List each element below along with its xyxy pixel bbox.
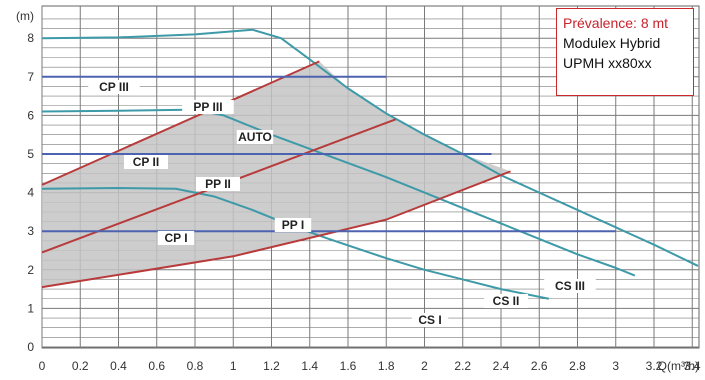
curve-label-cp-iii: CP III [99, 80, 129, 94]
curve-label-bg-cs-i [411, 313, 449, 327]
y-tick-label: 0 [27, 340, 34, 354]
x-tick-label: 1.8 [378, 359, 395, 373]
tick-labels: 0 1 2 3 4 5 6 7 8 0 0.2 0.4 0.6 0.8 1 1.2 1.4 1.6 1.8 2 2.2 2… [16, 9, 701, 373]
series-line-pp-i [41, 170, 511, 289]
y-tick-label: 3 [27, 224, 34, 238]
x-tick-label: 3.4 [684, 359, 701, 373]
x-tick-label: 0.4 [110, 359, 127, 373]
y-tick-label: 1 [27, 301, 34, 315]
curve-label-bg-cp-iii [88, 80, 140, 94]
x-tick-label: 2.2 [454, 359, 471, 373]
y-tick-label: 5 [27, 147, 34, 161]
y-tick-label: 7 [27, 70, 34, 84]
auto-area-fill [42, 61, 511, 288]
x-tick-label: 2.6 [531, 359, 548, 373]
curve-label-auto: AUTO [238, 130, 272, 144]
legend-line-2: UPMH xx80xx [563, 55, 652, 71]
legend-line-1: Modulex Hybrid [563, 35, 661, 51]
legend-title: Prévalence: 8 mt [563, 15, 669, 31]
curve-label-cs-i: CS I [418, 313, 441, 327]
y-tick-label: 4 [27, 186, 34, 200]
x-tick-label: 1.4 [301, 359, 318, 373]
y-tick-label: 8 [27, 31, 34, 45]
x-tick-label: 0.6 [148, 359, 165, 373]
curve-label-bg-cs-iii [544, 279, 596, 293]
auto-area [42, 61, 511, 288]
legend-box: Prévalence: 8 mt Modulex Hybrid UPMH xx8… [556, 8, 694, 96]
curve-label-cp-i: CP I [164, 231, 187, 245]
x-tick-label: 3 [612, 359, 619, 373]
curve-label-bg-pp-iii [182, 100, 234, 114]
curve-label-cs-iii: CS III [555, 279, 585, 293]
curve-label-bg-cp-ii [124, 155, 168, 169]
x-tick-label: 2.4 [493, 359, 510, 373]
series-line-pp-iii [41, 60, 320, 186]
curve-label-cp-ii: CP II [133, 155, 159, 169]
curve-label-cs-ii: CS II [493, 294, 520, 308]
y-tick-label: 2 [27, 263, 34, 277]
curve-label-bg-pp-ii [196, 177, 240, 191]
x-tick-label: 2.8 [569, 359, 586, 373]
y-axis-label: (m) [16, 9, 34, 23]
x-tick-label: 2 [421, 359, 428, 373]
x-tick-label: 1 [230, 359, 237, 373]
curve-label-bg-pp-i [274, 218, 312, 232]
x-tick-label: 0.8 [187, 359, 204, 373]
x-tick-label: 1.6 [340, 359, 357, 373]
curve-label-pp-ii: PP II [205, 177, 231, 191]
x-axis-label: Q(m³/h) [658, 359, 699, 373]
x-tick-label: 0.2 [72, 359, 89, 373]
x-tick-label: 0 [39, 359, 46, 373]
x-tick-label: 3.2 [646, 359, 663, 373]
curve-label-pp-iii: PP III [193, 100, 222, 114]
series-line-cs-iii [41, 28, 699, 267]
curve-label-bg-cs-ii [484, 294, 528, 308]
curve-label-bg-cp-i [157, 231, 195, 245]
curve-label-bg-auto [236, 130, 274, 144]
x-tick-label: 1.2 [263, 359, 280, 373]
curve-label-pp-i: PP I [282, 218, 304, 232]
y-tick-label: 6 [27, 108, 34, 122]
curve-labels: CP III PP III AUTO CP II PP II CP I PP I CS I CS… [88, 80, 596, 327]
